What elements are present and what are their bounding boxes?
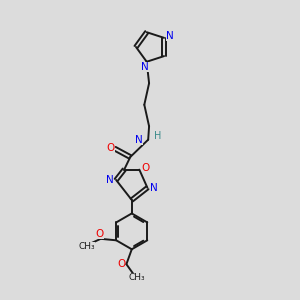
Text: CH₃: CH₃ xyxy=(128,273,145,282)
Text: N: N xyxy=(141,62,149,72)
Text: O: O xyxy=(117,259,125,269)
Text: O: O xyxy=(142,163,150,173)
Text: O: O xyxy=(106,143,115,153)
Text: N: N xyxy=(150,183,158,193)
Text: N: N xyxy=(135,135,143,145)
Text: CH₃: CH₃ xyxy=(78,242,95,251)
Text: H: H xyxy=(154,131,161,141)
Text: N: N xyxy=(166,32,173,41)
Text: N: N xyxy=(106,175,113,185)
Text: O: O xyxy=(96,229,104,239)
